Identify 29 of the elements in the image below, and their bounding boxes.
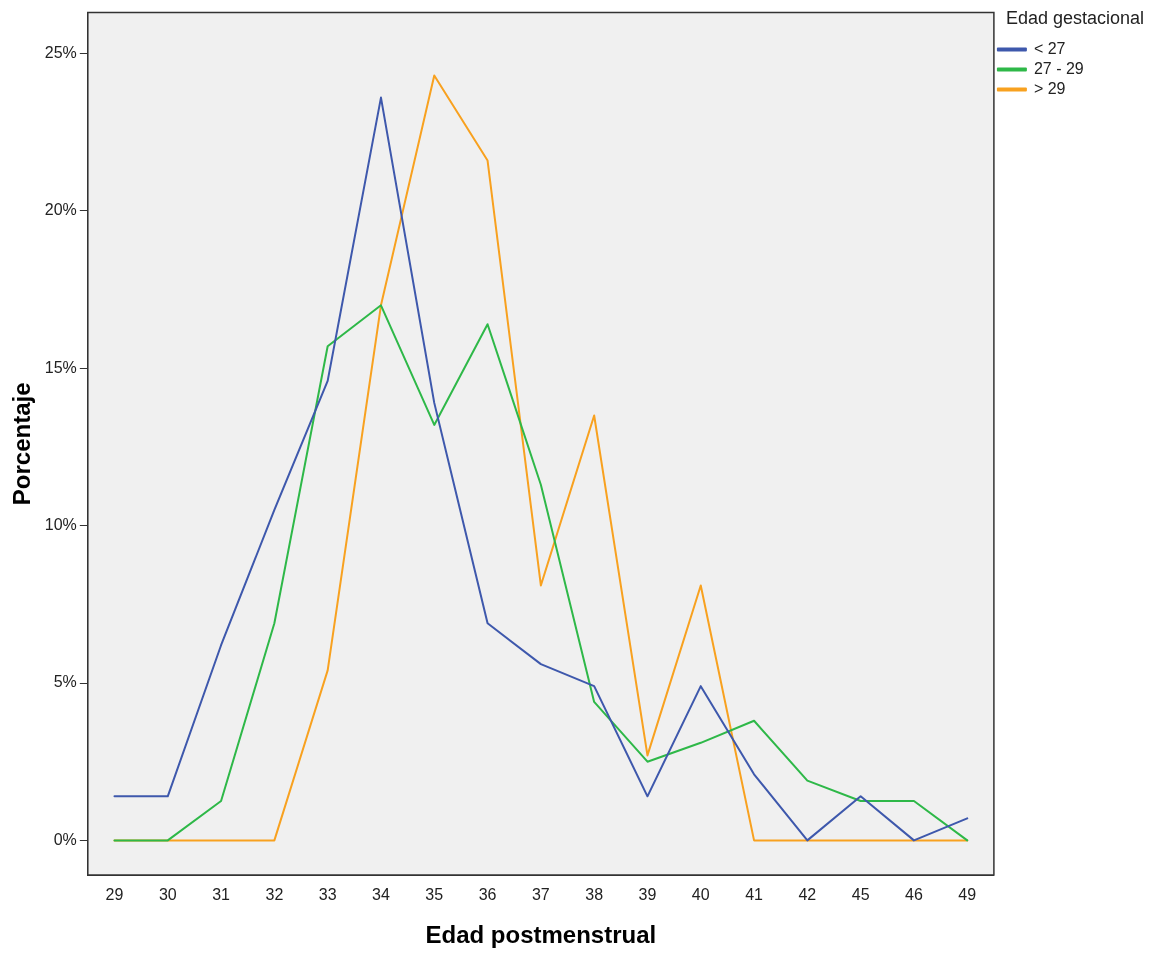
x-tick-label: 45: [851, 886, 870, 904]
x-tick-label: 37: [531, 886, 550, 904]
x-tick-label: 49: [958, 886, 977, 904]
y-tick-label: 0%: [53, 830, 77, 848]
x-tick-label: 34: [372, 886, 390, 904]
y-tick-label: 5%: [53, 673, 77, 691]
x-tick-label: 41: [745, 886, 764, 904]
y-tick-label: 25%: [44, 43, 77, 61]
x-tick-label: 33: [318, 886, 337, 904]
y-axis-title: Porcentaje: [8, 382, 36, 506]
x-tick-label: 39: [638, 886, 657, 904]
x-tick-label: 30: [158, 886, 177, 904]
x-tick-label: 42: [798, 886, 817, 904]
legend-label: > 29: [1033, 80, 1066, 98]
x-axis-title: Edad postmenstrual: [425, 921, 657, 949]
legend-label: < 27: [1033, 40, 1066, 58]
x-tick-label: 35: [425, 886, 444, 904]
legend-title: Edad gestacional: [1005, 7, 1144, 28]
y-tick-label: 20%: [44, 201, 77, 219]
y-tick-label: 10%: [44, 516, 77, 534]
x-tick-label: 38: [585, 886, 604, 904]
x-tick-label: 32: [265, 886, 284, 904]
legend-label: 27 - 29: [1033, 60, 1084, 78]
x-tick-label: 46: [905, 886, 923, 904]
x-tick-label: 31: [212, 886, 231, 904]
y-tick-label: 15%: [44, 358, 77, 376]
x-tick-label: 36: [478, 886, 497, 904]
x-tick-label: 29: [105, 886, 124, 904]
x-tick-label: 40: [691, 886, 710, 904]
